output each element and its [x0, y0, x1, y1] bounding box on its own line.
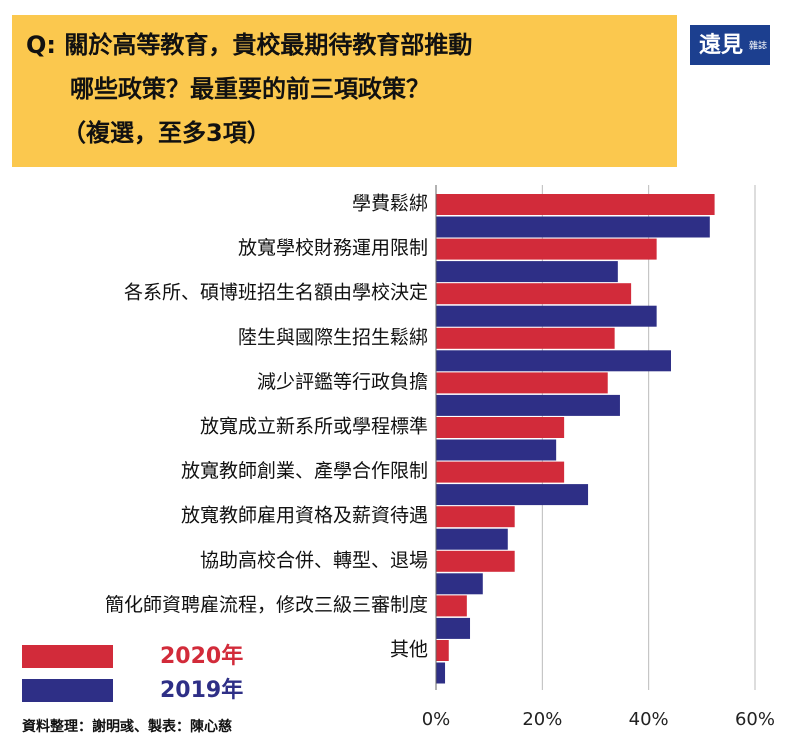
bar — [436, 461, 565, 483]
y-tick-label: 放寬學校財務運用限制 — [238, 237, 428, 259]
x-tick-label: 60% — [735, 709, 775, 730]
legend-swatch — [22, 679, 113, 702]
bar — [436, 216, 710, 238]
bar — [436, 417, 565, 438]
x-tick-label: 40% — [629, 709, 669, 730]
bar — [436, 595, 467, 617]
bar — [436, 350, 671, 372]
bar — [436, 372, 608, 394]
bar — [436, 194, 715, 215]
bar — [436, 662, 446, 684]
logo-box — [690, 25, 770, 65]
y-tick-label: 減少評鑑等行政負擔 — [257, 371, 428, 393]
y-tick-label: 協助高校合併、轉型、退場 — [200, 549, 428, 571]
bar — [436, 327, 615, 349]
bar — [436, 528, 508, 550]
bar — [436, 238, 657, 260]
source: 資料整理：謝明彧、製表：陳心慈 — [22, 718, 232, 735]
logo: 遠見 — [699, 32, 743, 58]
bar — [436, 484, 589, 506]
y-tick-label: 放寬教師創業、產學合作限制 — [181, 460, 428, 482]
legend-label: 2019年 — [160, 677, 243, 703]
x-tick-label: 20% — [522, 709, 562, 730]
y-tick-label: 放寬教師雇用資格及薪資待遇 — [181, 505, 428, 527]
y-tick-label: 放寬成立新系所或學程標準 — [200, 416, 428, 438]
bar — [436, 640, 449, 661]
bar — [436, 305, 657, 327]
x-tick-label: 0% — [422, 709, 451, 730]
legend-swatch — [22, 645, 113, 668]
bar — [436, 506, 515, 528]
y-tick-label: 學費鬆綁 — [352, 193, 428, 215]
chart-title: Q: 關於高等教育，貴校最期待教育部推動 — [26, 31, 472, 59]
bar — [436, 573, 483, 595]
bar — [436, 439, 557, 461]
y-tick-label: 其他 — [390, 639, 428, 661]
y-tick-label: 簡化師資聘雇流程，修改三級三審制度 — [105, 594, 428, 616]
bar — [436, 550, 515, 572]
logo-sub: 雜誌 — [749, 40, 767, 52]
y-tick-label: 陸生與國際生招生鬆綁 — [238, 326, 428, 348]
chart-title: 哪些政策？最重要的前三項政策？ — [70, 75, 430, 103]
bar — [436, 617, 471, 639]
bar — [436, 394, 620, 416]
bar — [436, 261, 618, 283]
legend-label: 2020年 — [160, 643, 243, 669]
title-box — [12, 15, 677, 167]
y-tick-label: 各系所、碩博班招生名額由學校決定 — [124, 282, 428, 304]
bar — [436, 283, 632, 305]
chart-title: （複選，至多3項） — [62, 119, 271, 147]
